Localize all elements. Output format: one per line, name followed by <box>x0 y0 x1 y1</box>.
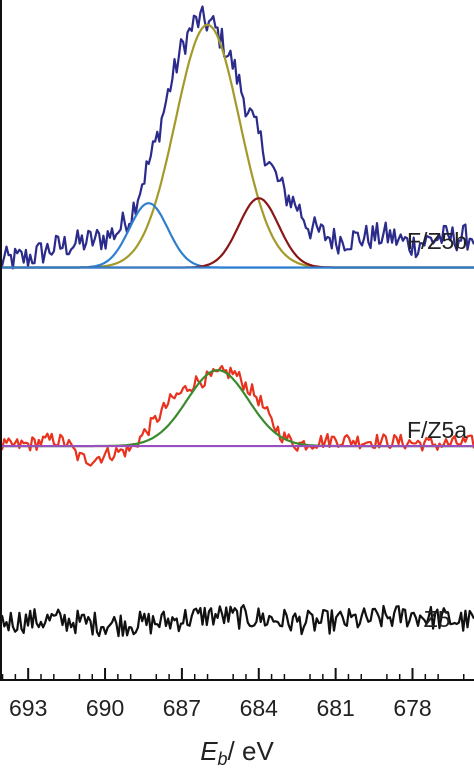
panel-1-measured-line <box>0 5 474 270</box>
panel-1 <box>0 5 474 270</box>
x-tick-label: 684 <box>240 695 279 721</box>
panel-3 <box>0 604 474 638</box>
x-tick-label: 693 <box>9 695 47 721</box>
panel-1-component-high-line <box>0 202 474 269</box>
x-tick-label: 687 <box>163 695 201 721</box>
x-axis-tick-labels: 693 690 687 684 681 678 <box>9 695 432 721</box>
x-axis-title-unit: / eV <box>228 736 275 766</box>
x-axis-title-symbol: E <box>200 736 218 766</box>
x-axis-title-subscript: b <box>218 749 228 769</box>
panel-1-label: F/Z5b <box>407 228 467 254</box>
x-axis-ticks <box>1 668 465 680</box>
x-tick-label: 678 <box>393 695 431 721</box>
x-axis-title: Eb/ eV <box>200 736 274 769</box>
panel-1-component-low-line <box>0 197 474 269</box>
panel-2-measured-line <box>0 364 474 467</box>
panel-2-fit-line <box>0 369 474 448</box>
panel-2 <box>0 364 474 467</box>
x-axis: 693 690 687 684 681 678 <box>0 0 474 721</box>
panel-2-label: F/Z5a <box>407 417 467 443</box>
panel-labels: F/Z5b F/Z5a Z5 <box>407 228 467 632</box>
panel-3-measured-line <box>0 604 474 638</box>
x-tick-label: 690 <box>86 695 124 721</box>
x-tick-label: 681 <box>316 695 354 721</box>
plot-area <box>0 5 474 638</box>
panel-3-label: Z5 <box>424 606 451 632</box>
